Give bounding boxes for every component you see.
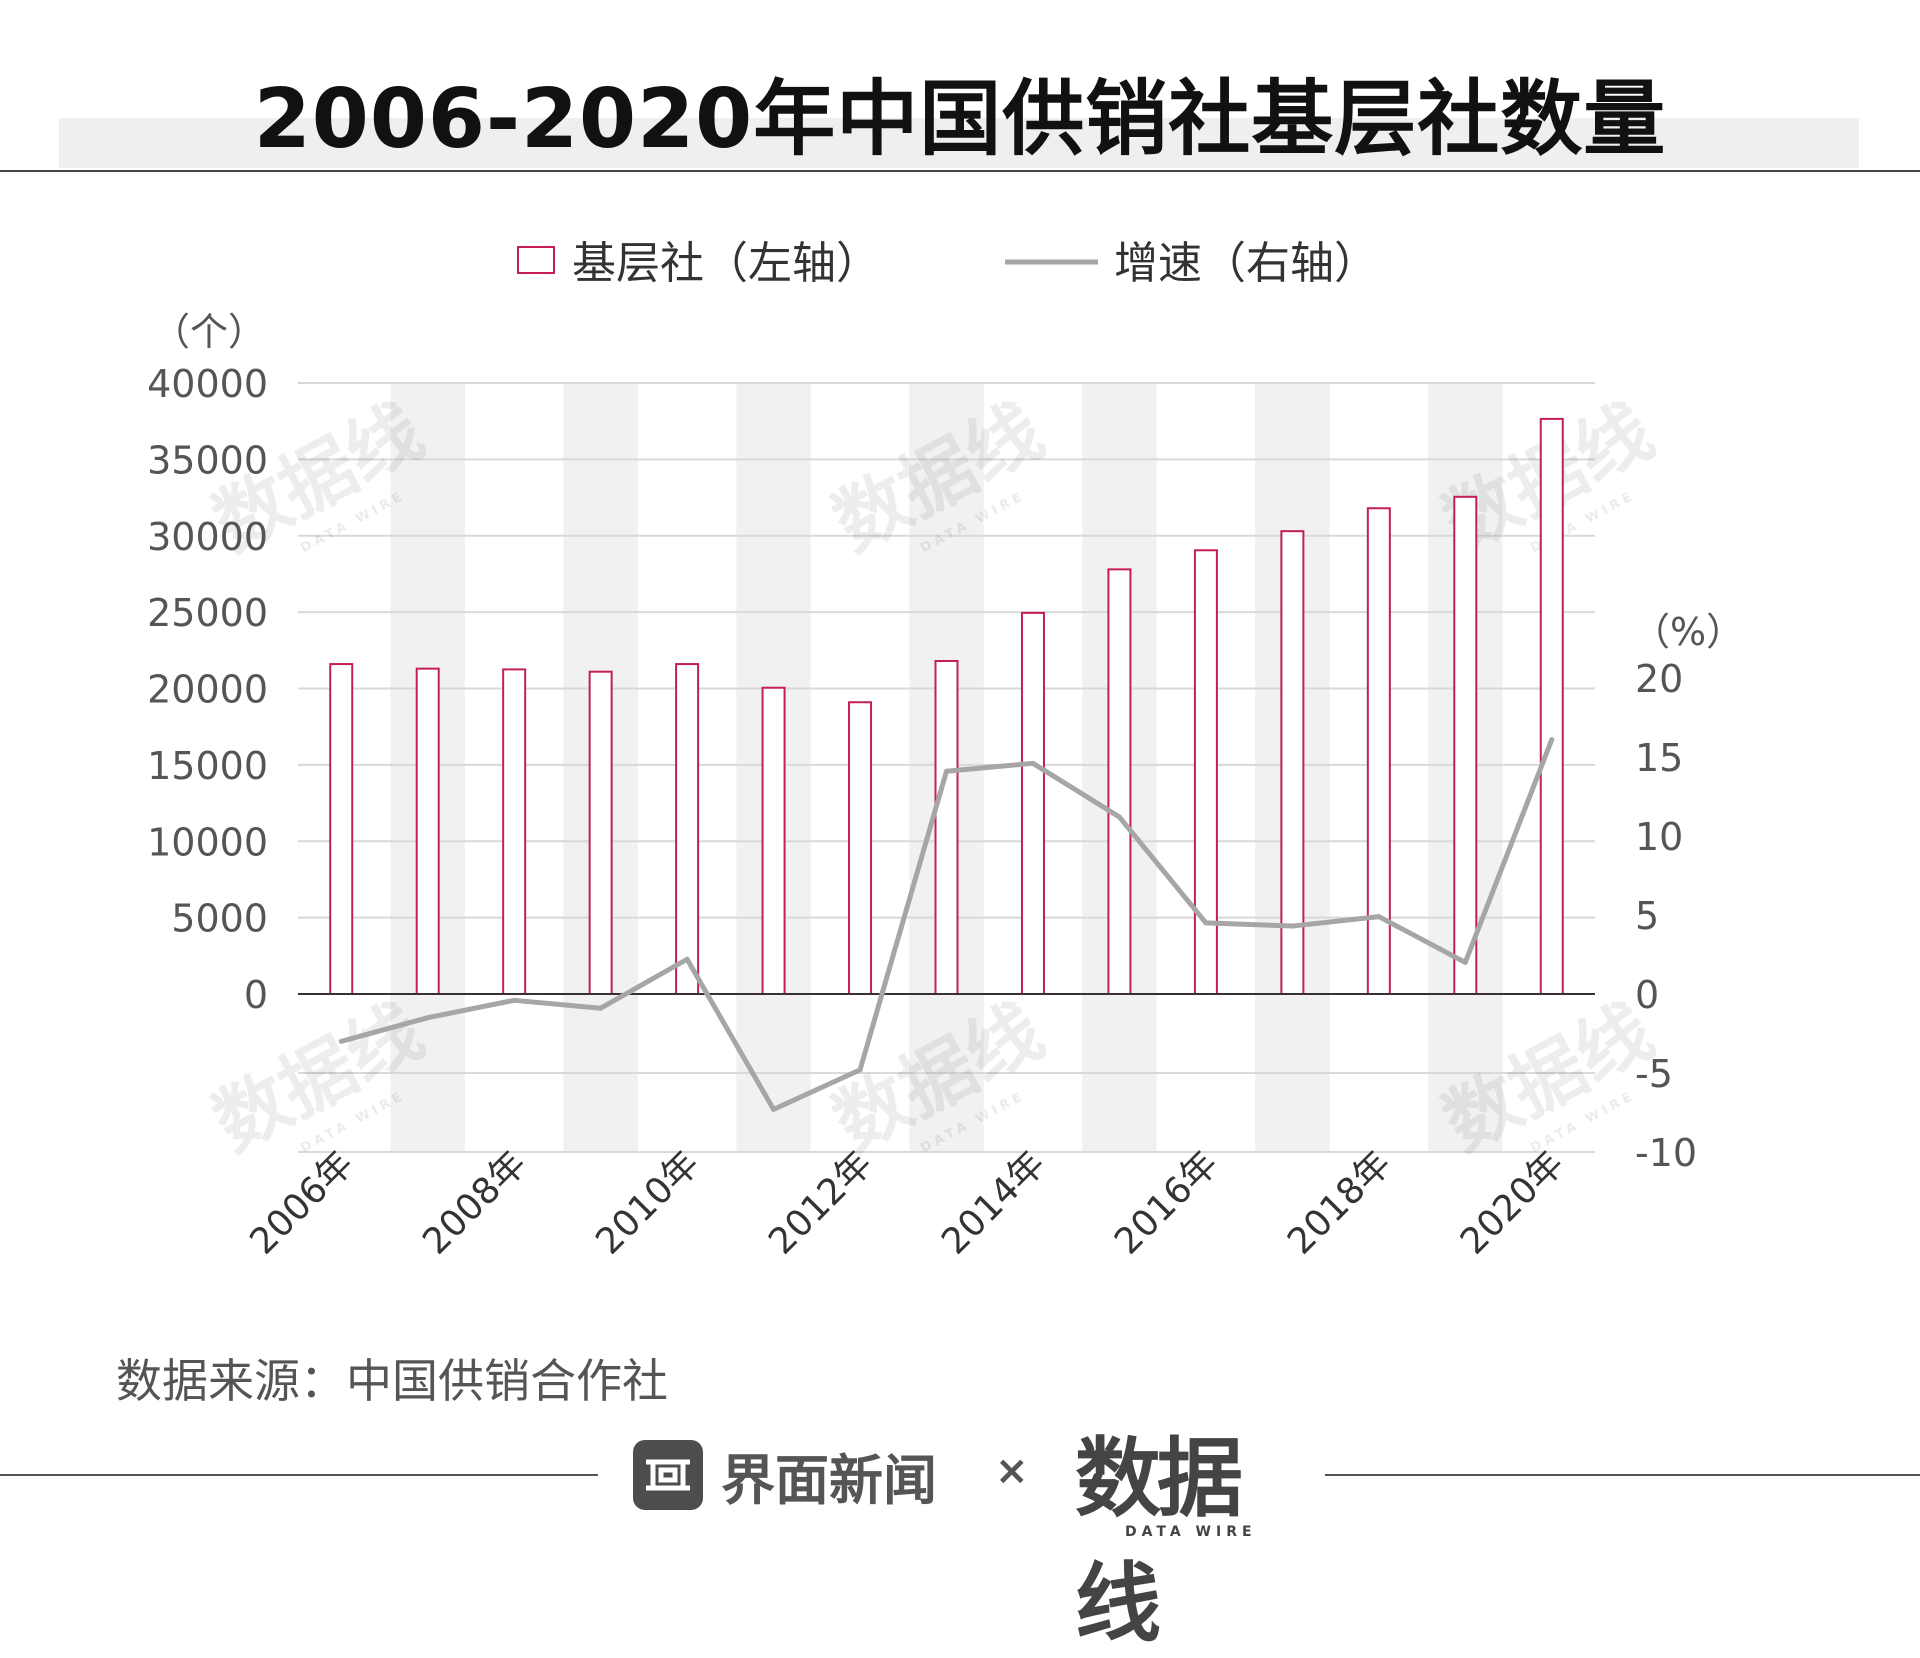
y-left-tick-label: 35000 [147,438,268,482]
legend-bar-swatch [517,246,555,274]
x-tick-label: 2016年 [1107,1143,1226,1262]
jiemian-logo: 界面新闻 [633,1440,937,1512]
collab-separator: × [995,1448,1029,1494]
y-right-tick-label: -5 [1635,1052,1673,1096]
jiemian-icon [633,1440,703,1510]
x-tick-label: 2012年 [761,1143,880,1262]
legend-line-label: 增速（右轴） [1114,238,1378,289]
x-tick-label: 2008年 [415,1143,534,1262]
y-right-tick-label: 15 [1635,736,1683,780]
bar-2015年 [1107,568,1132,995]
growth-point-2006年 [338,1038,344,1044]
bar-2010年 [675,663,700,995]
growth-point-2018年 [1376,914,1382,920]
y-left-tick-label: 0 [244,973,268,1017]
y-left-tick-label: 40000 [147,362,268,406]
growth-point-2013年 [944,768,949,774]
y-left-tick-label: 30000 [147,515,268,559]
footer-divider-right [1325,1474,1920,1476]
growth-point-2011年 [771,1106,777,1112]
y-left-tick-label: 20000 [147,668,268,712]
bar-2007年 [415,667,440,996]
bar-2008年 [502,668,527,995]
growth-point-2007年 [425,1015,431,1021]
bar-2009年 [588,670,613,995]
y-right-tick-label: -10 [1635,1131,1697,1175]
legend-bar-label: 基层社（左轴） [572,238,880,289]
x-tick-label: 2010年 [588,1143,707,1262]
datawire-logo: 数据线 DATA WIRE [1075,1408,1290,1654]
y-left-tick-label: 10000 [147,820,268,864]
title-band [59,118,1859,168]
y-left-unit: （个） [152,310,266,354]
bar-2006年 [329,663,354,995]
jiemian-brand-text: 界面新闻 [721,1448,937,1512]
y-right-unit: （%） [1632,610,1744,654]
growth-point-2016年 [1203,920,1209,926]
y-right-tick-label: 10 [1635,815,1683,859]
footer-divider-left [0,1474,598,1476]
datawire-brand-sub: DATA WIRE [1125,1524,1257,1540]
bar-2012年 [848,701,873,995]
bar-2014年 [1020,611,1045,995]
y-right-tick-label: 20 [1635,657,1683,701]
y-left-tick-label: 5000 [171,897,268,941]
x-tick-label: 2006年 [242,1143,361,1262]
growth-point-2008年 [511,997,517,1003]
bar-2016年 [1193,549,1218,995]
data-source: 数据来源：中国供销合作社 [116,1354,668,1408]
growth-point-2009年 [598,1005,604,1011]
bar-2019年 [1453,495,1478,995]
y-right-tick-label: 0 [1635,973,1659,1017]
bar-2020年 [1539,417,1564,995]
y-right-tick-label: 5 [1635,894,1659,938]
x-tick-label: 2014年 [934,1143,1053,1262]
growth-point-2010年 [684,956,690,962]
growth-point-2017年 [1289,923,1295,929]
growth-point-2020年 [1549,737,1555,743]
growth-point-2015年 [1116,814,1122,820]
growth-point-2012年 [857,1067,863,1073]
y-left-tick-label: 15000 [147,744,268,788]
page-title: 2006-2020年中国供销社基层社数量 [253,72,1667,167]
bar-2013年 [934,660,959,995]
bar-2011年 [761,686,786,996]
growth-point-2019年 [1462,959,1468,965]
growth-point-2014年 [1030,760,1036,766]
y-left-tick-label: 25000 [147,591,268,635]
x-tick-label: 2018年 [1280,1143,1399,1262]
title-divider [0,170,1920,172]
